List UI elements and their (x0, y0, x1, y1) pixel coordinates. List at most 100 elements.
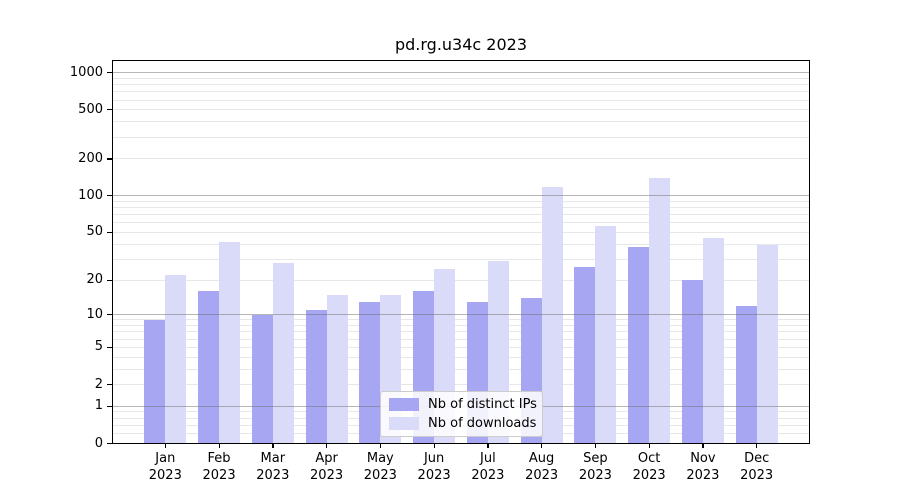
x-tick-year: 2023 (525, 468, 559, 483)
bar-distinct-ips-oct (628, 246, 650, 444)
y-tick-mark (107, 443, 112, 445)
x-tick-month: Jun (423, 451, 445, 466)
minor-gridline (113, 384, 809, 386)
bar-downloads-aug (541, 187, 563, 444)
x-tick-year: 2023 (417, 468, 451, 483)
bar-distinct-ips-feb (198, 291, 220, 444)
x-tick-mark (541, 443, 543, 448)
bar-downloads-sep (595, 225, 617, 444)
x-tick-label-feb: Feb 2023 (191, 450, 247, 484)
x-tick-label-oct: Oct 2023 (621, 450, 677, 484)
minor-gridline (113, 222, 809, 224)
y-tick-label: 200 (78, 150, 103, 166)
x-tick-label-nov: Nov 2023 (675, 450, 731, 484)
minor-gridline (113, 346, 809, 348)
legend: Nb of distinct IPs Nb of downloads (380, 391, 543, 437)
minor-gridline (113, 368, 809, 370)
legend-swatch-distinct-ips (389, 398, 419, 411)
major-gridline (113, 195, 809, 197)
major-gridline (113, 72, 809, 74)
minor-gridline (113, 279, 809, 281)
x-tick-year: 2023 (256, 468, 290, 483)
legend-label-distinct-ips: Nb of distinct IPs (428, 396, 537, 412)
x-tick-year: 2023 (202, 468, 236, 483)
bar-distinct-ips-may (359, 301, 381, 444)
x-tick-mark (164, 443, 166, 448)
x-tick-month: Aug (528, 451, 555, 466)
y-tick-label: 1 (94, 398, 103, 414)
minor-gridline (113, 84, 809, 86)
minor-gridline (113, 231, 809, 233)
y-tick-label: 20 (86, 272, 103, 288)
legend-item-downloads: Nb of downloads (389, 415, 537, 432)
x-tick-mark (702, 443, 704, 448)
minor-gridline (113, 121, 809, 123)
minor-gridline (113, 99, 809, 101)
y-tick-mark (107, 405, 112, 407)
bar-distinct-ips-jan (144, 319, 166, 444)
minor-gridline (113, 77, 809, 79)
y-tick-label: 2 (94, 376, 103, 392)
bar-downloads-mar (272, 262, 294, 444)
x-tick-mark (594, 443, 597, 448)
x-tick-month: Sep (583, 451, 608, 466)
x-tick-label-sep: Sep 2023 (567, 450, 623, 484)
minor-gridline (113, 331, 809, 333)
legend-label-downloads: Nb of downloads (428, 415, 537, 431)
x-tick-label-jun: Jun 2023 (406, 450, 462, 484)
x-tick-year: 2023 (148, 468, 182, 483)
y-tick-mark (107, 314, 112, 316)
x-tick-mark (326, 443, 328, 448)
minor-gridline (113, 200, 809, 202)
x-tick-label-dec: Dec 2023 (729, 450, 785, 484)
x-tick-mark (433, 443, 435, 448)
x-tick-month: Jul (480, 451, 496, 466)
minor-gridline (113, 338, 809, 340)
y-tick-mark (107, 384, 112, 386)
x-tick-year: 2023 (686, 468, 720, 483)
bar-downloads-jan (165, 275, 187, 444)
y-tick-mark (107, 279, 112, 281)
x-tick-month: Oct (637, 451, 661, 466)
y-tick-mark (107, 158, 112, 160)
legend-item-distinct-ips: Nb of distinct IPs (389, 396, 537, 413)
minor-gridline (113, 207, 809, 209)
bar-distinct-ips-mar (251, 314, 273, 444)
y-tick-mark (107, 109, 112, 111)
x-tick-mark (487, 443, 489, 448)
minor-gridline (113, 319, 809, 321)
x-tick-mark (756, 443, 758, 448)
x-tick-year: 2023 (632, 468, 666, 483)
y-tick-mark (107, 231, 112, 234)
x-tick-label-mar: Mar 2023 (245, 450, 301, 484)
x-tick-label-aug: Aug 2023 (514, 450, 570, 484)
y-tick-label: 1000 (69, 64, 103, 80)
minor-gridline (113, 136, 809, 138)
y-tick-mark (107, 195, 112, 197)
x-tick-month: May (366, 451, 394, 466)
bar-downloads-nov (702, 237, 724, 444)
x-tick-label-jul: Jul 2023 (460, 450, 516, 484)
y-tick-label: 50 (86, 224, 103, 240)
y-tick-mark (107, 72, 112, 74)
minor-gridline (113, 109, 809, 111)
minor-gridline (113, 158, 809, 160)
minor-gridline (113, 356, 809, 358)
bar-distinct-ips-apr (305, 310, 327, 444)
bar-downloads-dec (756, 245, 778, 444)
x-tick-month: Feb (207, 451, 231, 466)
x-tick-month: Dec (744, 451, 770, 466)
x-tick-year: 2023 (740, 468, 774, 483)
y-tick-mark (107, 346, 112, 348)
minor-gridline (113, 258, 809, 260)
x-tick-label-apr: Apr 2023 (299, 450, 355, 484)
bar-downloads-feb (219, 241, 241, 444)
x-tick-label-may: May 2023 (352, 450, 408, 484)
x-tick-mark (379, 443, 382, 448)
y-tick-label: 500 (78, 101, 103, 117)
x-tick-year: 2023 (310, 468, 344, 483)
x-tick-mark (648, 443, 650, 448)
y-tick-label: 0 (94, 435, 103, 451)
bar-distinct-ips-nov (681, 280, 703, 444)
x-tick-year: 2023 (578, 468, 612, 483)
